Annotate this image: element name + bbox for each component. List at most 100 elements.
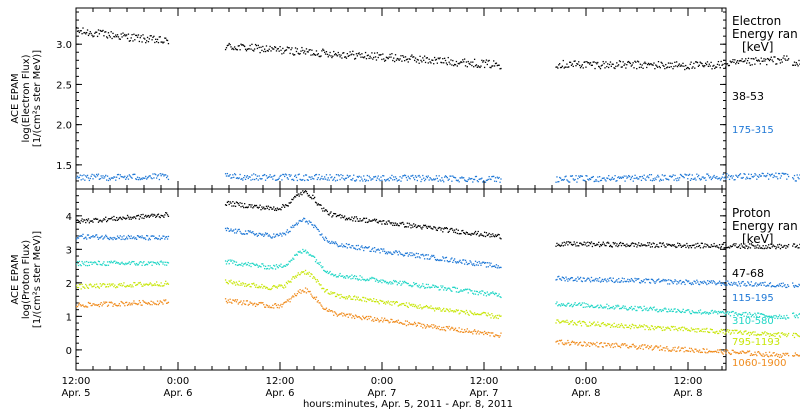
data-point [312, 296, 314, 299]
data-point [796, 63, 798, 65]
data-point [77, 304, 80, 306]
data-point [743, 315, 745, 317]
data-point [467, 60, 469, 63]
data-point [721, 243, 723, 246]
data-point [425, 283, 428, 286]
data-point [155, 177, 158, 179]
data-point [260, 233, 262, 235]
data-point [689, 330, 692, 332]
data-point [82, 233, 84, 236]
y-axis-label: [1/(cm²s ster MeV)] [32, 231, 43, 328]
data-point [438, 259, 440, 262]
data-point [433, 63, 435, 65]
data-point [395, 281, 398, 283]
data-point [775, 247, 777, 250]
data-point [677, 347, 679, 349]
data-point [664, 329, 666, 331]
data-point [783, 315, 785, 317]
data-point [679, 311, 682, 313]
y-axis-label: log(Proton Flux) [21, 240, 32, 319]
data-point [691, 282, 693, 284]
data-point [97, 29, 100, 31]
data-point [313, 53, 316, 56]
data-point [341, 275, 343, 277]
data-point [458, 233, 460, 235]
data-point [490, 66, 492, 69]
data-point [425, 254, 428, 256]
data-point [286, 177, 289, 179]
data-point [795, 314, 797, 316]
data-point [99, 29, 101, 32]
data-point [744, 60, 746, 62]
data-point [760, 313, 763, 315]
data-point [148, 175, 151, 177]
data-point [692, 66, 694, 68]
data-point [719, 247, 722, 249]
data-point [700, 351, 703, 353]
data-point [491, 235, 493, 238]
data-point [463, 259, 465, 261]
data-point [701, 176, 703, 178]
data-point [304, 249, 307, 251]
data-point [137, 235, 140, 237]
data-point [289, 280, 291, 283]
data-point [388, 56, 390, 58]
data-point [350, 247, 352, 249]
data-point [793, 61, 796, 63]
data-point [357, 296, 359, 298]
data-point [428, 258, 430, 260]
data-point [692, 283, 694, 285]
data-point [104, 176, 106, 178]
data-point [599, 175, 601, 178]
data-point [490, 233, 492, 236]
data-point [606, 177, 608, 179]
legend-title: Energy ran [732, 27, 798, 41]
data-point [108, 238, 111, 241]
data-point [598, 180, 600, 183]
data-point [634, 324, 636, 327]
data-point [744, 311, 746, 314]
data-point [294, 174, 297, 176]
data-point [746, 176, 748, 178]
data-point [377, 175, 379, 177]
data-point [571, 244, 574, 246]
data-point [615, 325, 617, 328]
data-point [131, 34, 133, 36]
data-point [280, 233, 282, 235]
data-point [325, 271, 328, 274]
data-point [123, 176, 125, 179]
data-point [235, 301, 238, 303]
data-point [747, 282, 750, 284]
data-point [391, 174, 393, 177]
series-47-68 [76, 190, 800, 250]
data-point [319, 302, 321, 304]
data-point [315, 173, 318, 176]
data-point [386, 302, 389, 304]
data-point [78, 221, 81, 223]
data-point [718, 247, 720, 249]
data-point [676, 311, 678, 313]
data-point [154, 283, 156, 285]
data-point [363, 178, 366, 181]
data-point [459, 331, 461, 333]
data-point [117, 304, 120, 307]
data-point [459, 62, 461, 64]
data-point [116, 219, 119, 221]
data-point [261, 49, 263, 52]
data-point [666, 310, 668, 313]
data-point [356, 298, 359, 300]
data-point [265, 45, 268, 47]
data-point [699, 281, 702, 283]
data-point [560, 66, 563, 69]
data-point [272, 268, 274, 270]
data-point [645, 346, 647, 349]
data-point [400, 55, 402, 57]
data-point [623, 327, 625, 329]
data-point [403, 56, 405, 58]
data-point [478, 235, 480, 237]
data-point [775, 314, 777, 317]
data-point [254, 234, 256, 236]
data-point [152, 173, 154, 175]
data-point [408, 222, 410, 225]
data-point [259, 265, 261, 268]
